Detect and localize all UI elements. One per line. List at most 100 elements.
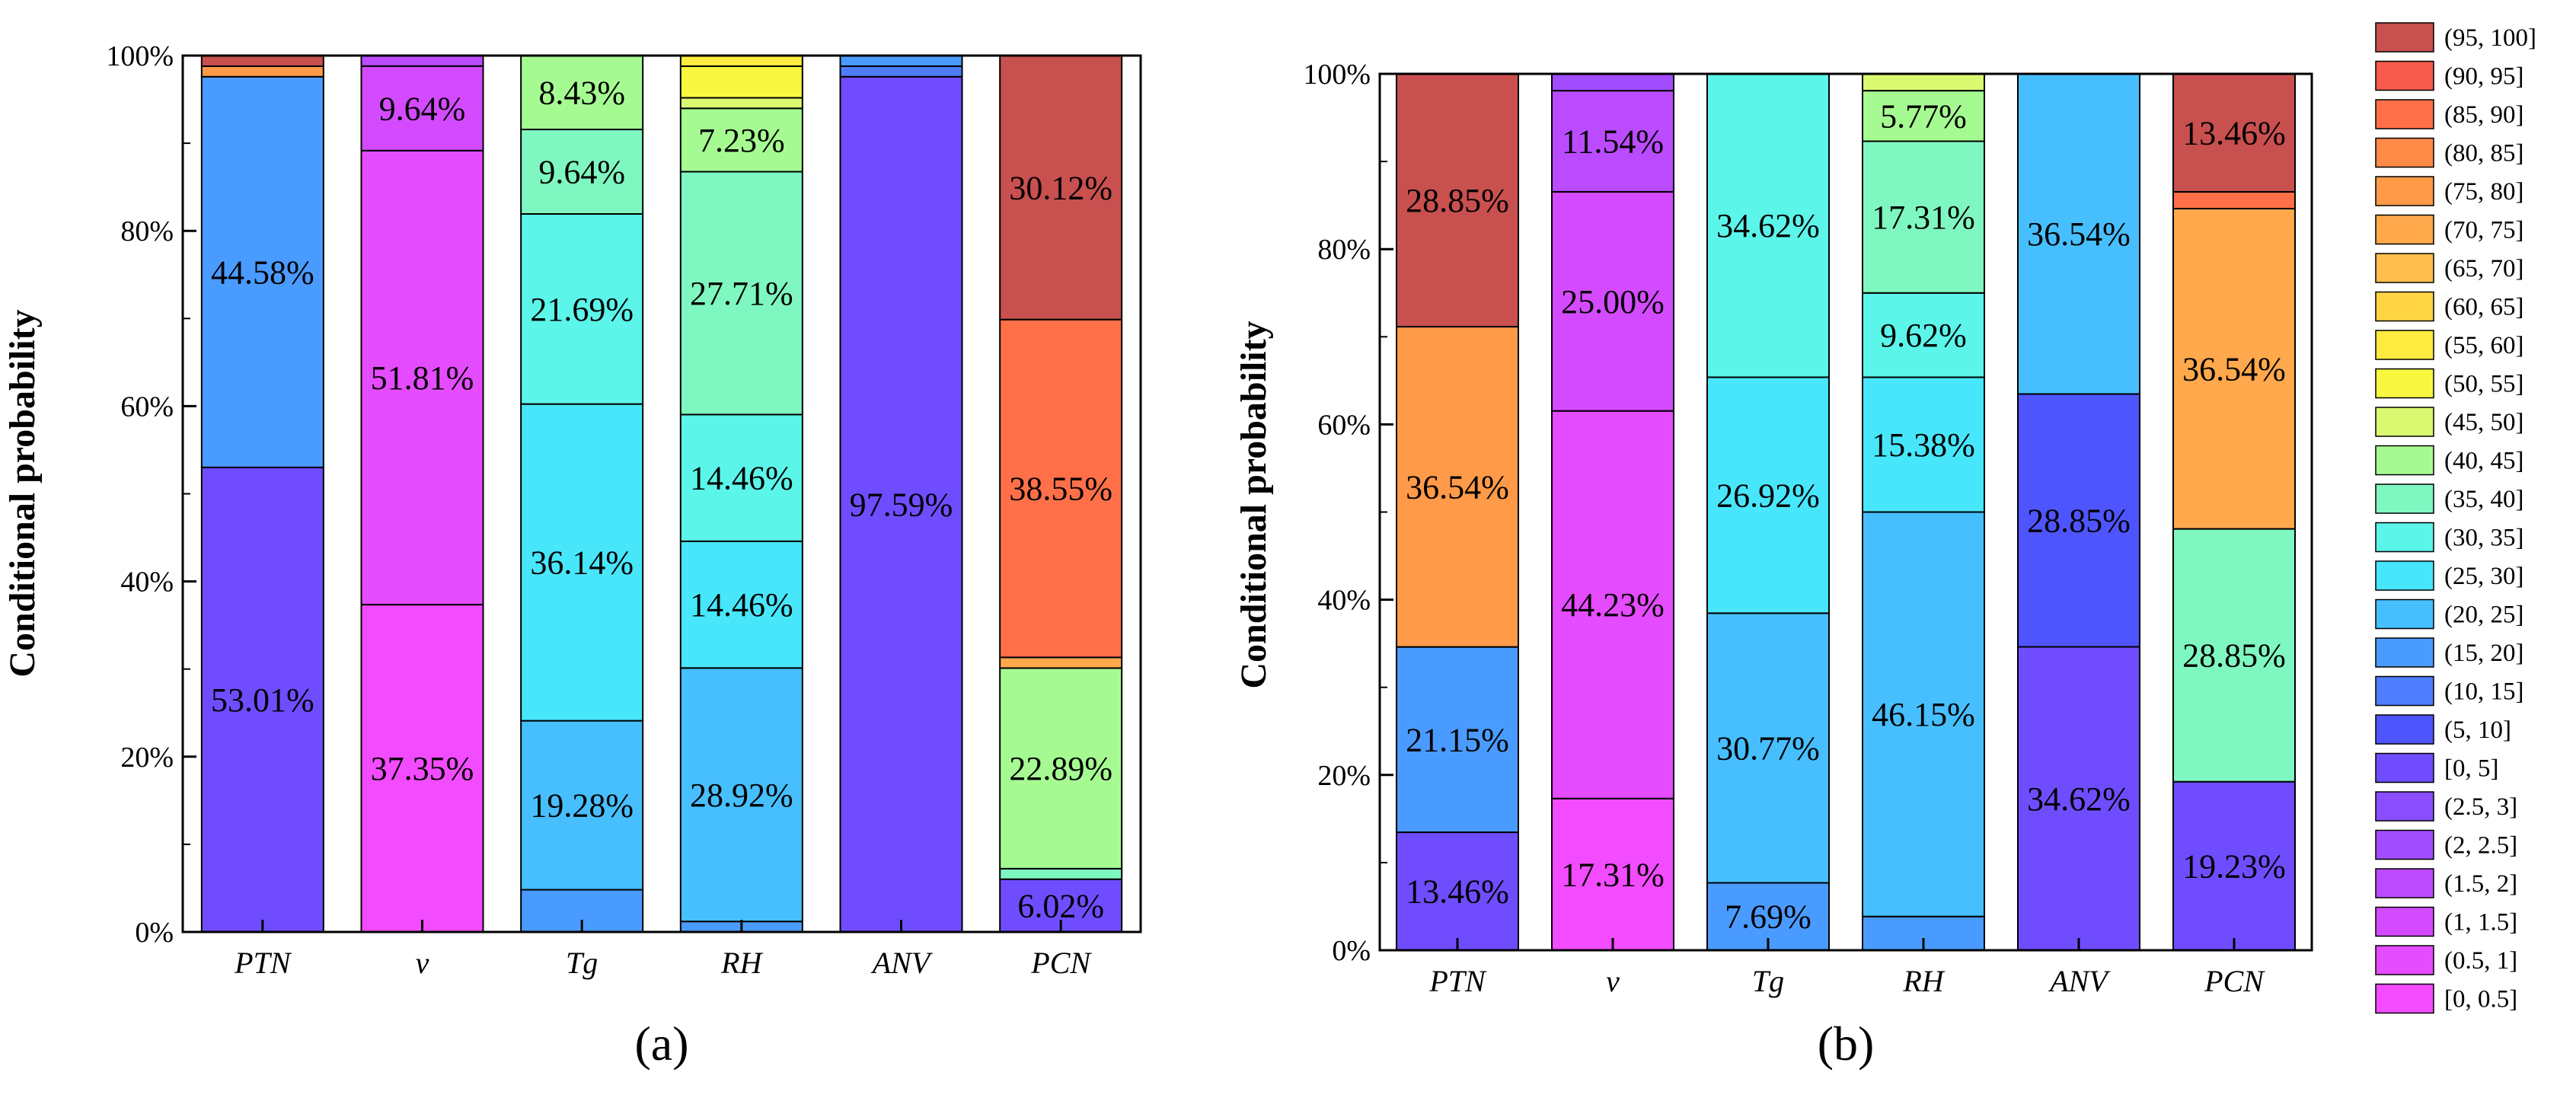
legend-swatch bbox=[2375, 598, 2434, 630]
x-tick-label: PCN bbox=[1030, 946, 1092, 980]
y-tick-label: 100% bbox=[106, 40, 174, 72]
bar-segment bbox=[679, 171, 803, 416]
legend-label: (80, 85] bbox=[2444, 140, 2523, 168]
bar-segment bbox=[2172, 528, 2296, 783]
x-tick-label: PTN bbox=[1428, 964, 1487, 998]
data-label: 46.15% bbox=[1872, 696, 1975, 733]
bar-segment bbox=[999, 55, 1123, 321]
y-tick-label: 40% bbox=[120, 566, 174, 598]
bar-segment bbox=[1551, 410, 1674, 799]
y-tick-label: 100% bbox=[1303, 59, 1371, 91]
x-tick-label: ANV bbox=[2048, 964, 2111, 998]
legend-label: (1, 1.5] bbox=[2444, 909, 2517, 937]
legend-swatch bbox=[2375, 330, 2434, 360]
x-tick-label: PCN bbox=[2204, 964, 2265, 998]
bar-segment bbox=[679, 65, 803, 99]
legend-swatch bbox=[2375, 60, 2434, 91]
bar-segment bbox=[839, 65, 963, 78]
x-tick-label: PTN bbox=[234, 946, 292, 980]
legend-label: (30, 35] bbox=[2444, 525, 2523, 552]
bar-segment bbox=[999, 656, 1123, 669]
legend-label: (95, 100] bbox=[2444, 24, 2536, 52]
legend-swatch bbox=[2375, 714, 2434, 745]
data-label: 25.00% bbox=[1561, 283, 1665, 321]
bar-segment bbox=[1862, 511, 1985, 918]
legend-swatch bbox=[2375, 945, 2434, 975]
legend-swatch bbox=[2375, 791, 2434, 822]
bar-segment bbox=[360, 65, 484, 152]
data-label: 97.59% bbox=[850, 486, 953, 523]
x-tick-label: v bbox=[1606, 964, 1620, 998]
data-label: 7.69% bbox=[1725, 898, 1811, 936]
data-label: 9.64% bbox=[379, 90, 466, 127]
legend-label: [0, 0.5] bbox=[2444, 986, 2517, 1013]
legend: (95, 100] (90, 95] (85, 90] (80, 85] (75, 80… bbox=[2375, 22, 2536, 1014]
legend-label: (45, 50] bbox=[2444, 409, 2523, 436]
legend-swatch bbox=[2375, 368, 2434, 399]
legend-label: (1.5, 2] bbox=[2444, 870, 2517, 898]
bar-segment bbox=[2172, 190, 2296, 210]
data-label: 30.12% bbox=[1009, 169, 1112, 206]
panel-label: (b) bbox=[1818, 1016, 1875, 1071]
y-tick-label: 20% bbox=[1317, 760, 1371, 792]
bar-segment bbox=[679, 540, 803, 669]
legend-label: (0.5, 1] bbox=[2444, 947, 2517, 975]
legend-label: (90, 95] bbox=[2444, 63, 2523, 91]
data-label: 9.64% bbox=[538, 154, 625, 191]
legend-swatch bbox=[2375, 522, 2434, 553]
bar-segment bbox=[360, 149, 484, 606]
legend-label: (15, 20] bbox=[2444, 640, 2523, 667]
bar-segment bbox=[999, 867, 1123, 880]
data-label: 36.54% bbox=[1406, 468, 1509, 506]
y-tick-label: 60% bbox=[120, 391, 174, 423]
data-label: 8.43% bbox=[538, 75, 625, 112]
bar-segment bbox=[200, 65, 324, 78]
data-label: 28.92% bbox=[690, 777, 793, 814]
data-label: 13.46% bbox=[2182, 114, 2286, 152]
y-tick-label: 20% bbox=[120, 742, 174, 774]
bar-segment bbox=[2172, 73, 2296, 193]
bar-segment bbox=[679, 97, 803, 110]
data-label: 22.89% bbox=[1009, 750, 1112, 787]
legend-swatch bbox=[2375, 176, 2434, 206]
data-label: 5.77% bbox=[1880, 97, 1967, 135]
legend-swatch bbox=[2375, 253, 2434, 283]
plot-frame bbox=[1378, 72, 2313, 952]
bar-segment bbox=[839, 55, 963, 67]
data-label: 9.62% bbox=[1880, 317, 1967, 354]
bar-segment bbox=[1706, 73, 1830, 378]
data-label: 6.02% bbox=[1017, 887, 1104, 924]
bar-segment bbox=[1862, 73, 1985, 92]
bar-segment bbox=[1706, 376, 1830, 614]
legend-swatch bbox=[2375, 137, 2434, 168]
bar-segment bbox=[2017, 72, 2140, 395]
legend-swatch bbox=[2375, 906, 2434, 937]
data-label: 17.31% bbox=[1872, 199, 1975, 236]
bar-segment bbox=[679, 107, 803, 173]
bar-segment bbox=[2172, 208, 2296, 530]
y-axis-title: Conditional probability bbox=[2, 309, 43, 677]
data-label: 36.14% bbox=[530, 544, 634, 582]
y-tick-label: 60% bbox=[1317, 409, 1371, 441]
bar-segment bbox=[839, 75, 963, 933]
legend-swatch bbox=[2375, 214, 2434, 245]
data-label: 17.31% bbox=[1561, 856, 1665, 893]
legend-swatch bbox=[2375, 483, 2434, 514]
bar-segment bbox=[2017, 393, 2140, 648]
legend-label: (20, 25] bbox=[2444, 602, 2523, 629]
legend-swatch bbox=[2375, 868, 2434, 898]
data-label: 13.46% bbox=[1406, 873, 1509, 911]
x-tick-label: ANV bbox=[870, 946, 934, 980]
bar-segment bbox=[1551, 90, 1674, 193]
y-axis-title: Conditional probability bbox=[1234, 321, 1274, 688]
plot-frame bbox=[181, 54, 1142, 933]
legend-label: (55, 60] bbox=[2444, 332, 2523, 359]
bar-segment bbox=[1396, 73, 1519, 328]
data-label: 27.71% bbox=[690, 275, 793, 312]
data-label: 14.46% bbox=[690, 460, 793, 497]
legend-label: (10, 15] bbox=[2444, 678, 2523, 706]
bar-segment bbox=[520, 403, 644, 722]
data-label: 36.54% bbox=[2182, 350, 2286, 388]
